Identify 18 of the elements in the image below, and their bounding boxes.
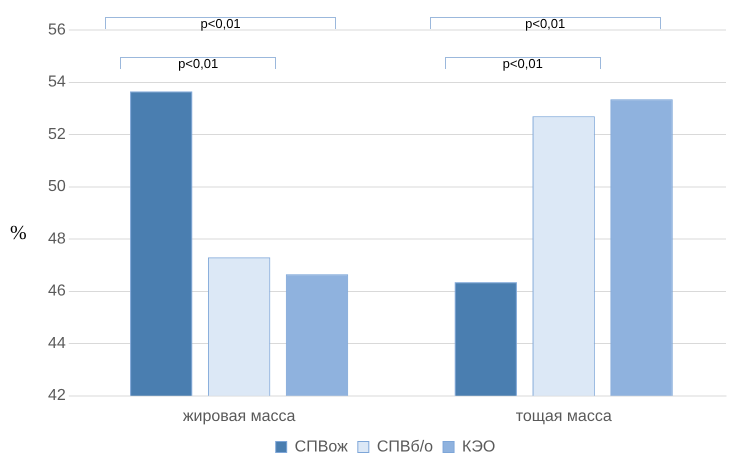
annotation: p<0,01 xyxy=(178,56,218,71)
annotation: p<0,01 xyxy=(502,56,543,71)
y-tick-label: 46 xyxy=(48,282,66,300)
annotation: p<0,01 xyxy=(200,16,241,31)
y-tick-label: 48 xyxy=(48,230,66,248)
y-axis-title: % xyxy=(10,222,27,245)
annotation: p<0,01 xyxy=(525,16,566,31)
legend-label: СПВб/о xyxy=(376,438,434,456)
legend-label: СПВож xyxy=(294,438,348,456)
y-tick-label: 54 xyxy=(48,74,66,91)
y-tick-label: 52 xyxy=(48,126,66,143)
y-tick-label: 56 xyxy=(48,21,66,38)
x-tick-label: тощая масса xyxy=(516,408,612,425)
legend-label: КЭО xyxy=(462,438,496,456)
y-tick-label: 50 xyxy=(48,178,66,196)
y-tick-label: 44 xyxy=(48,334,66,352)
x-tick-label: жировая масса xyxy=(182,408,296,425)
y-tick-label: 42 xyxy=(48,387,66,404)
